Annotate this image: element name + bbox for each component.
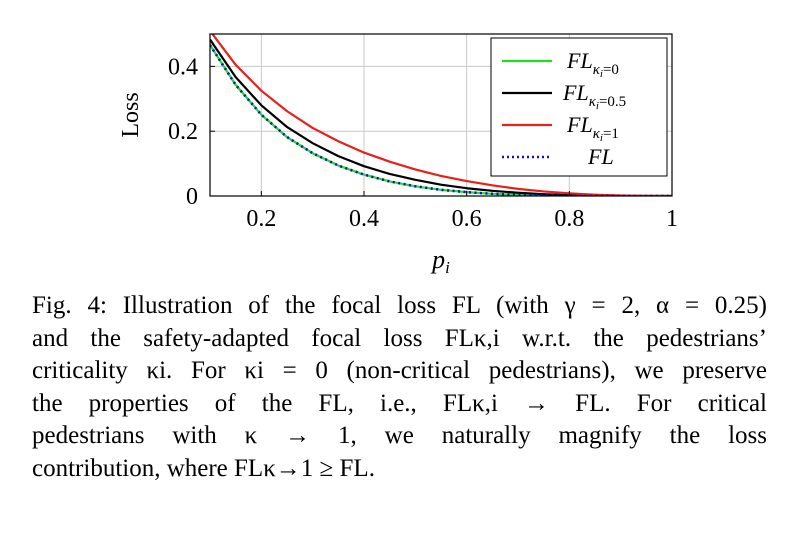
caption-line-1: Fig. 4: Illustration of the focal loss F…: [32, 292, 767, 319]
legend: FLκi=0 FLκi=0.5 FLκi=1 FL: [490, 37, 668, 177]
curve-kappa-1: [211, 34, 672, 196]
y-tick-label: 0: [186, 184, 198, 210]
caption-line-3: criticality κi. For κi = 0 (non-critical…: [32, 357, 767, 384]
figure-caption: Fig. 4: Illustration of the focal loss F…: [32, 290, 767, 485]
caption-line-6: contribution, where FLκ→1 ≥ FL.: [32, 454, 375, 482]
tick-labels: 0.2 0.4 0.6 0.8 1 0 0.2 0.4: [168, 54, 678, 232]
legend-label-fl: FL: [587, 144, 614, 169]
y-tick-label: 0.2: [168, 119, 198, 145]
x-axis-label: pi: [430, 245, 450, 277]
x-tick-label: 0.4: [349, 206, 379, 232]
y-axis-label: Loss: [118, 92, 144, 137]
y-tick-label: 0.4: [168, 54, 198, 80]
x-tick-label: 1: [666, 206, 678, 232]
x-tick-label: 0.2: [246, 206, 276, 232]
caption-line-2: and the safety-adapted focal loss FLκ,i …: [32, 324, 767, 352]
plot-frame: [209, 33, 673, 197]
x-tick-label: 0.8: [554, 206, 584, 232]
x-tick-label: 0.6: [452, 206, 482, 232]
ticks: [210, 65, 673, 197]
caption-line-4: the properties of the FL, i.e., FLκ,i → …: [32, 389, 767, 417]
caption-line-5: pedestrians with κ → 1, we naturally mag…: [32, 422, 767, 449]
focal-loss-chart: 0.2 0.4 0.6 0.8 1 0 0.2 0.4 Loss pi FLκi=0 FLκi…: [118, 33, 678, 277]
